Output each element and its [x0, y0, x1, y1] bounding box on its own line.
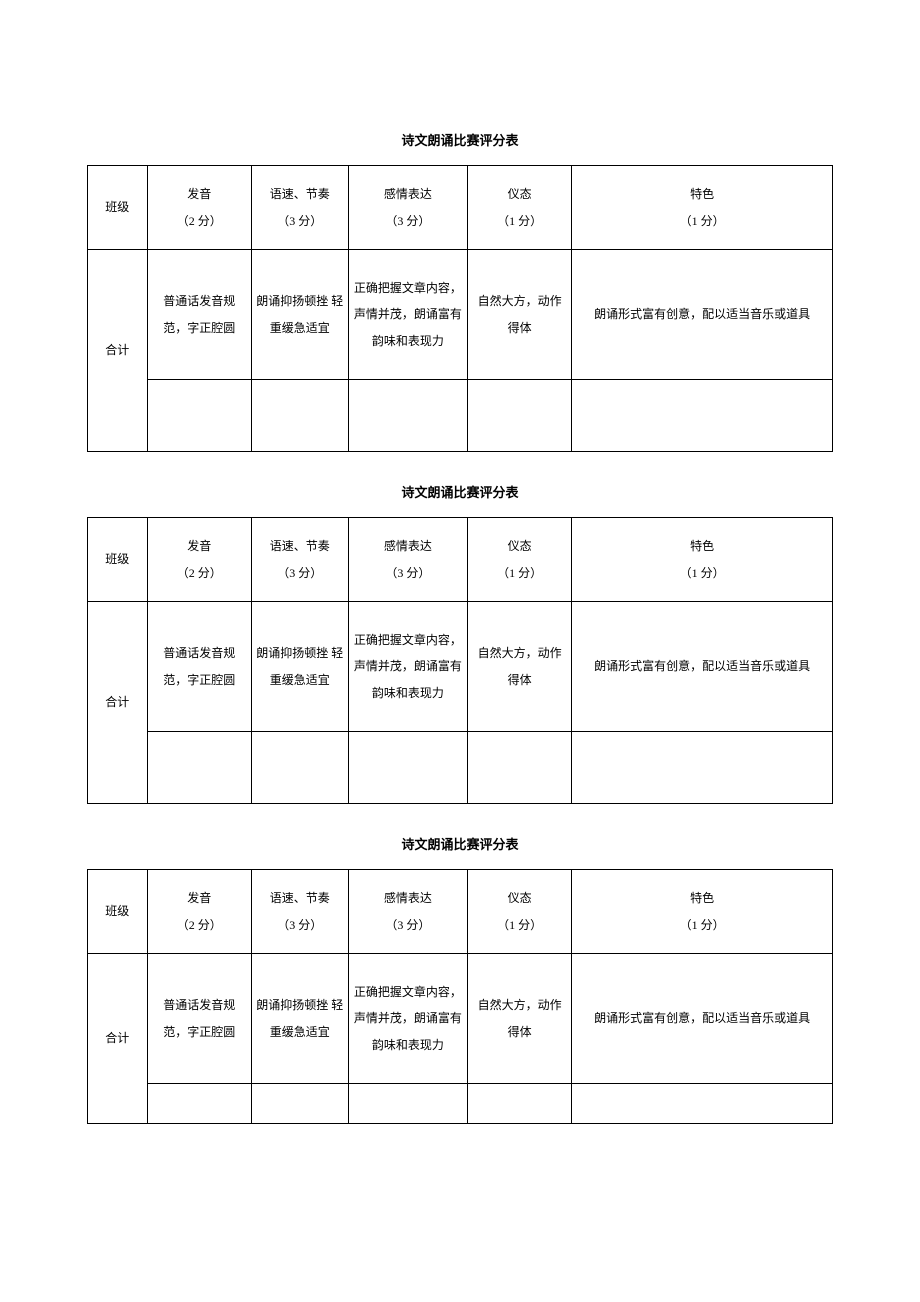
empty-cell [251, 380, 348, 452]
empty-cell [348, 732, 467, 804]
empty-cell [572, 732, 833, 804]
desc-5: 朗诵形式富有创意，配以适当音乐或道具 [572, 602, 833, 732]
col-header-2: 语速、节奏（3 分） [251, 166, 348, 250]
score-table: 班级 发音（2 分） 语速、节奏（3 分） 感情表达（3 分） 仪态（1 分） … [87, 517, 833, 804]
empty-cell [467, 732, 571, 804]
total-label: 合计 [88, 954, 148, 1124]
class-header: 班级 [88, 166, 148, 250]
empty-cell [147, 380, 251, 452]
total-label: 合计 [88, 250, 148, 452]
desc-4: 自然大方，动作得体 [467, 602, 571, 732]
desc-row: 合计 普通话发音规范，字正腔圆 朗诵抑扬顿挫 轻重缓急适宜 正确把握文章内容，声… [88, 954, 833, 1084]
empty-cell [572, 380, 833, 452]
col-header-3: 感情表达（3 分） [348, 518, 467, 602]
empty-cell [572, 1084, 833, 1124]
scoring-table-1: 诗文朗诵比赛评分表 班级 发音（2 分） 语速、节奏（3 分） 感情表达（3 分… [87, 130, 833, 452]
score-table: 班级 发音（2 分） 语速、节奏（3 分） 感情表达（3 分） 仪态（1 分） … [87, 165, 833, 452]
empty-row [88, 732, 833, 804]
desc-2: 朗诵抑扬顿挫 轻重缓急适宜 [251, 250, 348, 380]
header-row: 班级 发音（2 分） 语速、节奏（3 分） 感情表达（3 分） 仪态（1 分） … [88, 870, 833, 954]
class-header: 班级 [88, 518, 148, 602]
desc-5: 朗诵形式富有创意，配以适当音乐或道具 [572, 250, 833, 380]
empty-row [88, 380, 833, 452]
col-header-4: 仪态（1 分） [467, 870, 571, 954]
desc-1: 普通话发音规范，字正腔圆 [147, 954, 251, 1084]
empty-cell [147, 732, 251, 804]
col-header-2: 语速、节奏（3 分） [251, 518, 348, 602]
desc-row: 合计 普通话发音规范，字正腔圆 朗诵抑扬顿挫 轻重缓急适宜 正确把握文章内容，声… [88, 250, 833, 380]
class-header: 班级 [88, 870, 148, 954]
col-header-1: 发音（2 分） [147, 518, 251, 602]
empty-cell [467, 1084, 571, 1124]
desc-2: 朗诵抑扬顿挫 轻重缓急适宜 [251, 954, 348, 1084]
total-label: 合计 [88, 602, 148, 804]
empty-cell [147, 1084, 251, 1124]
desc-4: 自然大方，动作得体 [467, 250, 571, 380]
desc-2: 朗诵抑扬顿挫 轻重缓急适宜 [251, 602, 348, 732]
empty-cell [251, 732, 348, 804]
col-header-5: 特色（1 分） [572, 166, 833, 250]
col-header-5: 特色（1 分） [572, 518, 833, 602]
desc-3: 正确把握文章内容，声情并茂，朗诵富有韵味和表现力 [348, 954, 467, 1084]
empty-cell [467, 380, 571, 452]
score-table: 班级 发音（2 分） 语速、节奏（3 分） 感情表达（3 分） 仪态（1 分） … [87, 869, 833, 1124]
col-header-2: 语速、节奏（3 分） [251, 870, 348, 954]
desc-3: 正确把握文章内容，声情并茂，朗诵富有韵味和表现力 [348, 602, 467, 732]
header-row: 班级 发音（2 分） 语速、节奏（3 分） 感情表达（3 分） 仪态（1 分） … [88, 166, 833, 250]
empty-row [88, 1084, 833, 1124]
col-header-1: 发音（2 分） [147, 870, 251, 954]
desc-4: 自然大方，动作得体 [467, 954, 571, 1084]
col-header-5: 特色（1 分） [572, 870, 833, 954]
table-title: 诗文朗诵比赛评分表 [87, 834, 833, 853]
table-title: 诗文朗诵比赛评分表 [87, 482, 833, 501]
empty-cell [251, 1084, 348, 1124]
desc-1: 普通话发音规范，字正腔圆 [147, 250, 251, 380]
desc-1: 普通话发音规范，字正腔圆 [147, 602, 251, 732]
desc-5: 朗诵形式富有创意，配以适当音乐或道具 [572, 954, 833, 1084]
scoring-table-2: 诗文朗诵比赛评分表 班级 发音（2 分） 语速、节奏（3 分） 感情表达（3 分… [87, 482, 833, 804]
scoring-table-3: 诗文朗诵比赛评分表 班级 发音（2 分） 语速、节奏（3 分） 感情表达（3 分… [87, 834, 833, 1124]
header-row: 班级 发音（2 分） 语速、节奏（3 分） 感情表达（3 分） 仪态（1 分） … [88, 518, 833, 602]
empty-cell [348, 380, 467, 452]
desc-3: 正确把握文章内容，声情并茂，朗诵富有韵味和表现力 [348, 250, 467, 380]
empty-cell [348, 1084, 467, 1124]
col-header-3: 感情表达（3 分） [348, 870, 467, 954]
col-header-4: 仪态（1 分） [467, 518, 571, 602]
col-header-4: 仪态（1 分） [467, 166, 571, 250]
desc-row: 合计 普通话发音规范，字正腔圆 朗诵抑扬顿挫 轻重缓急适宜 正确把握文章内容，声… [88, 602, 833, 732]
col-header-1: 发音（2 分） [147, 166, 251, 250]
table-title: 诗文朗诵比赛评分表 [87, 130, 833, 149]
col-header-3: 感情表达（3 分） [348, 166, 467, 250]
